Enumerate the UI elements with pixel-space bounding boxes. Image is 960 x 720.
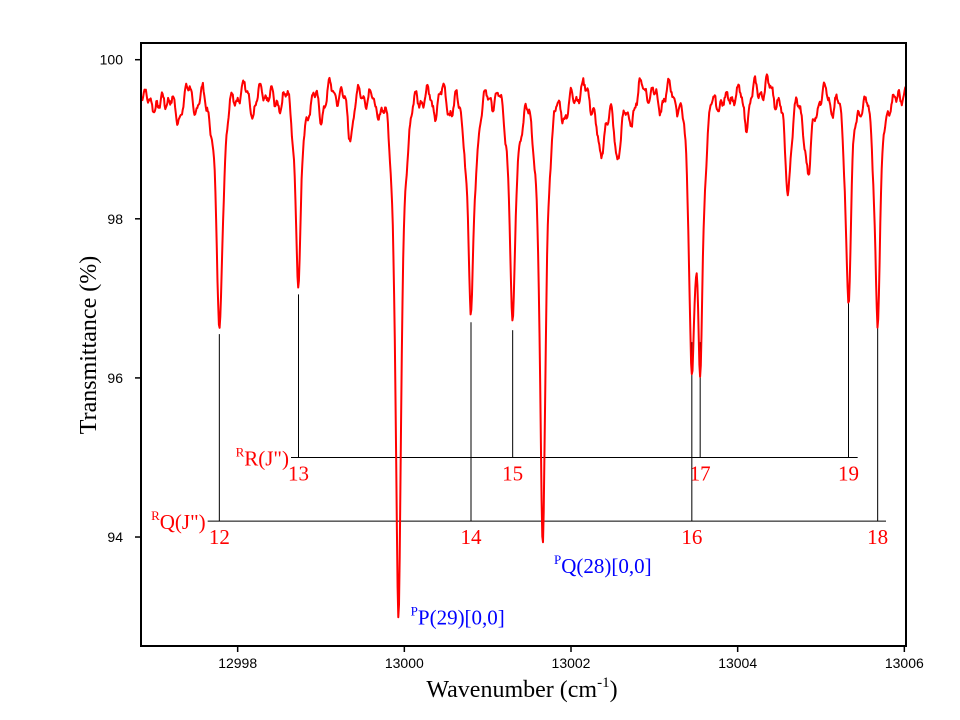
annotation-text: Q(28)[0,0]: [561, 554, 651, 578]
peak-annotation: PQ(28)[0,0]: [554, 552, 652, 578]
axes: 12998 13000 13002 13004 13006 94 96 98 100: [100, 52, 924, 671]
y-tick-label: 98: [107, 211, 123, 227]
annotation-sup: P: [554, 552, 561, 567]
plot-frame: [140, 42, 907, 647]
peak-annotation: PP(29)[0,0]: [411, 604, 505, 630]
assignment-label: Q(J"): [160, 510, 206, 534]
assignment-j-label: 17: [690, 461, 711, 485]
annotation-text: P(29)[0,0]: [418, 606, 505, 630]
x-tick-label: 13002: [552, 655, 591, 671]
assignment-series: 13 15 17 19 RR(J"): [236, 294, 859, 485]
assignment-j-label: 13: [288, 461, 309, 485]
assignment-j-label: 19: [838, 461, 859, 485]
assignment-series-label: RR(J"): [236, 444, 289, 470]
x-tick-label: 13004: [718, 655, 757, 671]
annotation-sup: P: [411, 604, 418, 619]
assignment-series-label: RQ(J"): [151, 508, 206, 534]
x-tick-label: 13006: [885, 655, 924, 671]
assignment-j-label: 12: [209, 525, 230, 549]
assignment-j-label: 15: [502, 461, 523, 485]
assignment-j-label: 16: [681, 525, 702, 549]
x-axis-title: Wavenumber (cm-1): [426, 675, 617, 703]
y-tick-label: 100: [100, 52, 124, 68]
y-tick-label: 94: [107, 529, 123, 545]
x-tick-label: 13000: [385, 655, 424, 671]
assignment-sup: R: [151, 508, 160, 523]
x-tick-label: 12998: [218, 655, 257, 671]
spectrum-line: [140, 73, 907, 619]
y-axis-title: Transmittance (%): [76, 256, 102, 434]
assignment-label: R(J"): [244, 446, 289, 470]
assignment-j-label: 14: [461, 525, 483, 549]
y-tick-label: 96: [107, 370, 123, 386]
assignment-j-label: 18: [867, 525, 888, 549]
assignment-sup: R: [236, 444, 245, 459]
